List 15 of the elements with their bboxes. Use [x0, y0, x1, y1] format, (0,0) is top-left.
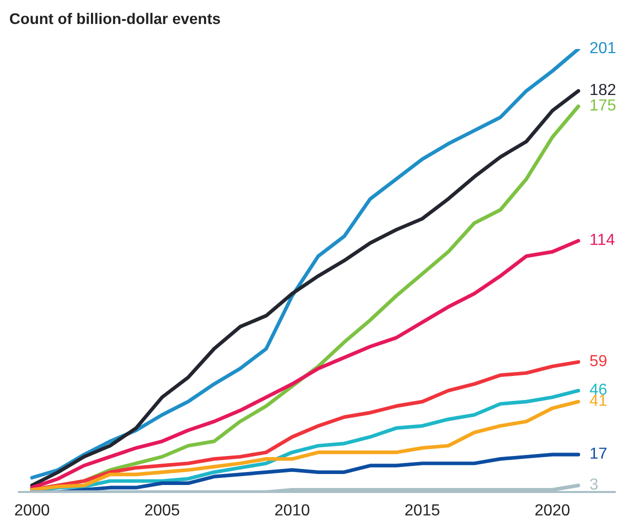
x-tick-label: 2015 [405, 504, 440, 516]
data-label: 201 [590, 42, 616, 54]
x-tick-label: 2020 [535, 504, 570, 516]
data-label: 175 [590, 99, 616, 111]
data-label: 114 [590, 234, 614, 245]
data-label: 41 [590, 394, 606, 406]
data-label: 46 [590, 384, 607, 395]
data-label: 182 [590, 84, 616, 96]
x-tick-label: 2000 [15, 504, 50, 516]
data-label: 3 [590, 478, 598, 490]
x-tick-label: 2010 [275, 504, 310, 516]
data-label: 17 [590, 448, 606, 459]
x-tick-label: 2005 [145, 504, 180, 516]
data-label: 59 [590, 354, 606, 366]
chart-title: Count of billion-dollar events [10, 12, 220, 24]
